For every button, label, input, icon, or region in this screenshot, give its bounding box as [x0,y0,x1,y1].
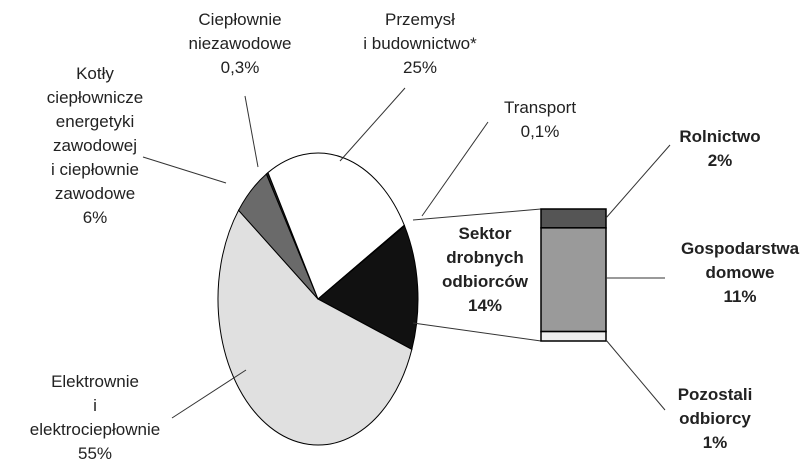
category-label: Sektor drobnych odbiorców [442,224,528,291]
value-label: 11% [723,287,757,306]
leader-line [171,369,247,419]
slice-label: Sektor drobnych odbiorców 14% [375,222,595,318]
slice-label: Kotły ciepłownicze energetyki zawodowej … [0,62,205,230]
category-label: Transport [503,98,577,117]
leader-line [142,156,227,184]
leader-line [244,95,259,168]
leader-line [421,121,489,217]
value-label: 0,3% [220,58,260,77]
category-label: Elektrownie i elektrociepłownie [29,372,161,439]
pie-slice [267,152,405,300]
leader-line [412,208,542,221]
category-label: Gospodarstwa domowe [680,239,800,282]
pie-slice [217,209,413,446]
value-label: 1% [702,433,728,452]
value-label: 2% [707,151,733,170]
bar-segment [540,227,607,333]
category-label: Kotły ciepłownicze energetyki zawodowej … [46,64,144,203]
leader-line [339,87,406,162]
leader-line [605,144,671,219]
leader-line [412,322,542,342]
slice-label: Rolnictwo 2% [610,125,803,173]
value-label: 0,1% [520,122,560,141]
slice-label: Przemysł i budownictwo* 25% [310,8,530,80]
slice-label: Pozostali odbiorcy 1% [605,383,803,455]
category-label: Przemysł i budownictwo* [363,10,477,53]
category-label: Pozostali odbiorcy [677,385,753,428]
pie-slice [317,225,419,351]
leader-line [605,339,666,411]
category-label: Ciepłownie niezawodowe [188,10,292,53]
slice-label: Transport 0,1% [430,96,650,144]
category-label: Rolnictwo [679,127,761,146]
slice-label: Elektrownie i elektrociepłownie 55% [0,370,205,466]
pie-slice [317,224,406,300]
value-label: 14% [467,296,503,315]
value-label: 55% [77,444,113,463]
slice-label: Gospodarstwa domowe 11% [630,237,803,309]
slice-label: Ciepłownie niezawodowe 0,3% [130,8,350,80]
value-label: 6% [82,208,108,227]
value-label: 25% [402,58,438,77]
bar-segment [540,330,607,342]
